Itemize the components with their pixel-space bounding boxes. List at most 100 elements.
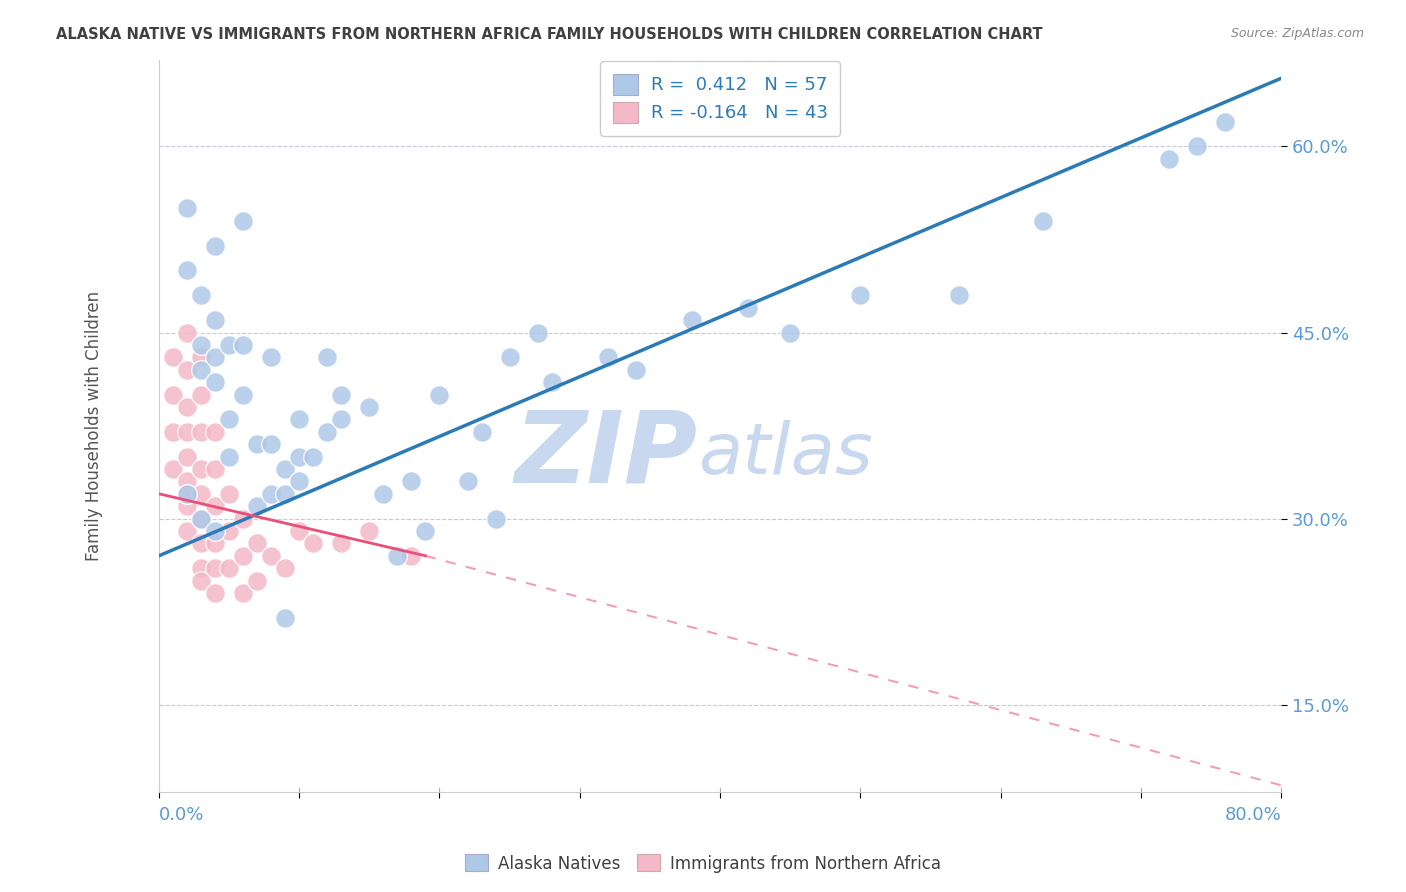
Point (288, 450, 311, 464)
Point (204, 586, 226, 600)
Point (232, 214, 254, 228)
Point (176, 475, 198, 489)
Point (218, 561, 240, 575)
Point (359, 400, 381, 414)
Text: 80.0%: 80.0% (1225, 806, 1281, 824)
Point (330, 536, 353, 550)
Point (330, 387, 353, 401)
Point (232, 511, 254, 525)
Text: Source: ZipAtlas.com: Source: ZipAtlas.com (1230, 27, 1364, 40)
Point (204, 351, 226, 365)
Point (176, 425, 198, 439)
Point (948, 288, 970, 302)
Point (246, 574, 269, 588)
Point (176, 400, 198, 414)
Point (274, 487, 297, 501)
Point (204, 499, 226, 513)
Point (246, 437, 269, 451)
Point (218, 450, 240, 464)
Point (218, 487, 240, 501)
Point (162, 462, 184, 476)
Point (359, 524, 381, 538)
Point (316, 425, 339, 439)
Point (1157, 152, 1180, 166)
Point (190, 338, 212, 352)
Point (498, 351, 520, 365)
Point (470, 425, 492, 439)
Point (204, 375, 226, 389)
Point (162, 425, 184, 439)
Point (849, 288, 872, 302)
Point (484, 511, 506, 525)
Point (176, 202, 198, 216)
Point (190, 462, 212, 476)
Point (288, 475, 311, 489)
Point (232, 586, 254, 600)
Point (190, 487, 212, 501)
Point (190, 362, 212, 376)
Y-axis label: Family Households with Children: Family Households with Children (86, 291, 103, 560)
Point (232, 338, 254, 352)
Point (204, 313, 226, 327)
Text: 0.0%: 0.0% (159, 806, 204, 824)
Point (190, 351, 212, 365)
Point (260, 351, 283, 365)
Point (288, 524, 311, 538)
Point (232, 387, 254, 401)
Point (302, 450, 325, 464)
Point (232, 549, 254, 563)
Point (737, 301, 759, 315)
Point (596, 351, 619, 365)
Point (387, 549, 409, 563)
Point (624, 362, 647, 376)
Point (176, 487, 198, 501)
Point (162, 387, 184, 401)
Point (1032, 214, 1054, 228)
Point (204, 524, 226, 538)
Point (246, 536, 269, 550)
Point (540, 375, 562, 389)
Point (260, 549, 283, 563)
Point (779, 326, 801, 340)
Point (176, 487, 198, 501)
Point (274, 611, 297, 625)
Point (190, 561, 212, 575)
Point (204, 462, 226, 476)
Legend: R =  0.412   N = 57, R = -0.164   N = 43: R = 0.412 N = 57, R = -0.164 N = 43 (600, 62, 841, 136)
Point (176, 362, 198, 376)
Point (457, 475, 479, 489)
Point (190, 511, 212, 525)
Legend: Alaska Natives, Immigrants from Northern Africa: Alaska Natives, Immigrants from Northern… (458, 847, 948, 880)
Point (274, 561, 297, 575)
Point (401, 549, 423, 563)
Point (218, 524, 240, 538)
Point (1213, 114, 1236, 128)
Point (190, 574, 212, 588)
Point (401, 475, 423, 489)
Point (288, 412, 311, 426)
Point (246, 499, 269, 513)
Point (415, 524, 437, 538)
Point (190, 425, 212, 439)
Point (176, 326, 198, 340)
Text: ZIP: ZIP (515, 407, 697, 503)
Point (176, 499, 198, 513)
Point (176, 263, 198, 277)
Point (373, 487, 395, 501)
Point (1185, 139, 1208, 153)
Point (190, 511, 212, 525)
Point (204, 536, 226, 550)
Text: atlas: atlas (697, 420, 872, 490)
Point (316, 351, 339, 365)
Point (429, 387, 451, 401)
Point (274, 462, 297, 476)
Point (190, 536, 212, 550)
Point (204, 425, 226, 439)
Point (681, 313, 703, 327)
Point (176, 524, 198, 538)
Point (204, 561, 226, 575)
Point (330, 412, 353, 426)
Text: ALASKA NATIVE VS IMMIGRANTS FROM NORTHERN AFRICA FAMILY HOUSEHOLDS WITH CHILDREN: ALASKA NATIVE VS IMMIGRANTS FROM NORTHER… (56, 27, 1043, 42)
Point (218, 338, 240, 352)
Point (218, 412, 240, 426)
